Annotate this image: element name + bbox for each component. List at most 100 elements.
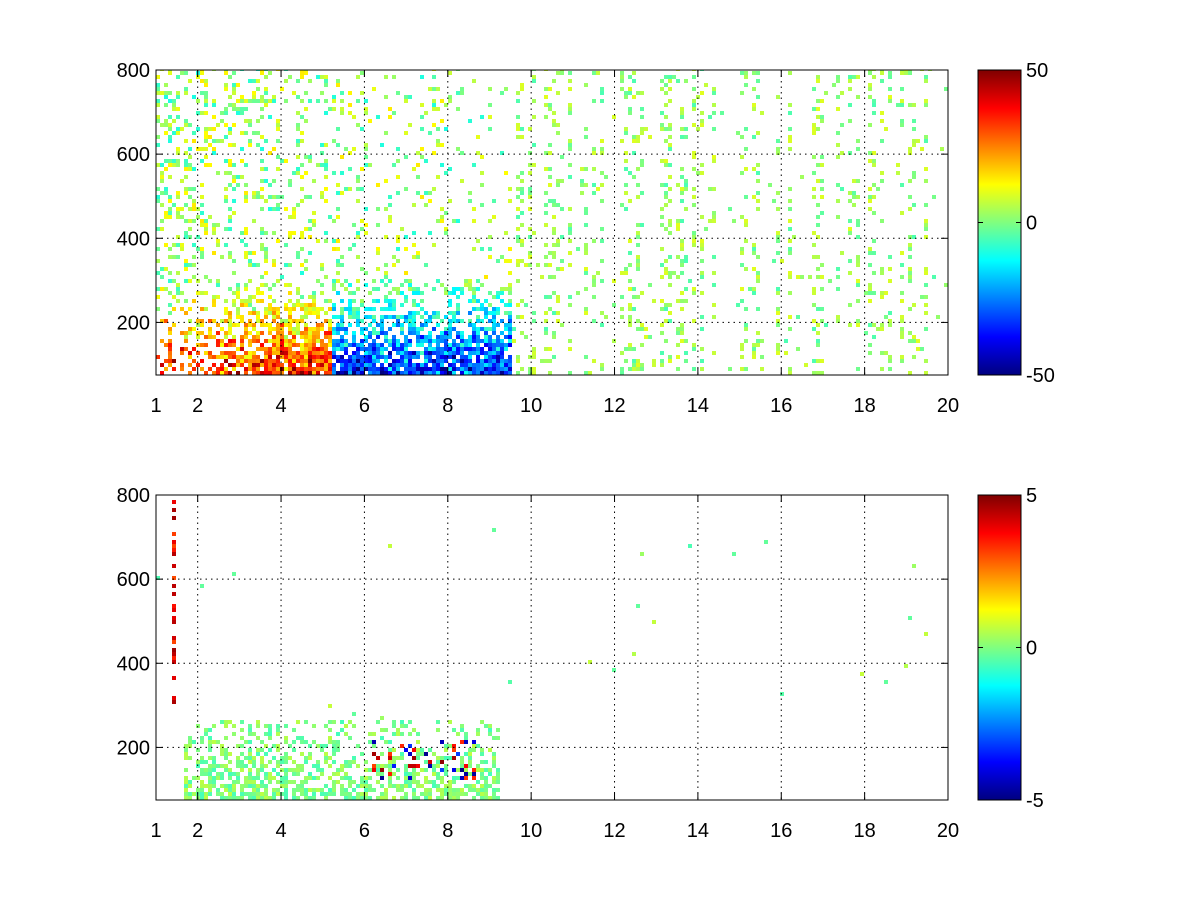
heatmap-cell — [668, 319, 672, 323]
heatmap-cell — [204, 772, 208, 776]
heatmap-cell — [680, 307, 684, 311]
heatmap-cell — [500, 347, 504, 351]
heatmap-cell — [912, 127, 916, 131]
heatmap-cell — [156, 247, 160, 251]
heatmap-cell — [224, 311, 228, 315]
heatmap-cell — [820, 211, 824, 215]
heatmap-cell — [244, 351, 248, 355]
heatmap-cell — [248, 363, 252, 367]
heatmap-cell — [392, 335, 396, 339]
heatmap-cell — [256, 319, 260, 323]
heatmap-cell — [924, 99, 928, 103]
heatmap-cell — [388, 339, 392, 343]
heatmap-cell — [500, 363, 504, 367]
heatmap-cell — [264, 75, 268, 79]
heatmap-cell — [812, 131, 816, 135]
heatmap-cell — [548, 167, 552, 171]
heatmap-cell — [280, 784, 284, 788]
heatmap-cell — [484, 724, 488, 728]
heatmap-cell — [184, 219, 188, 223]
heatmap-cell — [396, 339, 400, 343]
heatmap-cell — [204, 131, 208, 135]
heatmap-cell — [444, 287, 448, 291]
heatmap-cell — [408, 780, 412, 784]
heatmap-cell — [900, 275, 904, 279]
heatmap-cell — [900, 103, 904, 107]
heatmap-cell — [348, 359, 352, 363]
heatmap-cell — [868, 159, 872, 163]
heatmap-cell — [472, 163, 476, 167]
heatmap-cell — [196, 776, 200, 780]
heatmap-cell — [592, 71, 596, 75]
heatmap-cell — [448, 720, 452, 724]
heatmap-cell — [636, 263, 640, 267]
heatmap-cell — [880, 327, 884, 331]
heatmap-cell — [416, 363, 420, 367]
heatmap-cell — [568, 139, 572, 143]
heatmap-cell — [184, 267, 188, 271]
heatmap-cell — [244, 99, 248, 103]
heatmap-cell — [228, 95, 232, 99]
heatmap-cell — [464, 279, 468, 283]
heatmap-cell — [908, 151, 912, 155]
heatmap-cell — [880, 291, 884, 295]
heatmap-cell — [332, 279, 336, 283]
heatmap-cell — [244, 331, 248, 335]
heatmap-cell — [276, 363, 280, 367]
heatmap-cell — [172, 103, 176, 107]
heatmap-cell — [264, 91, 268, 95]
heatmap-cell — [700, 247, 704, 251]
heatmap-cell — [364, 231, 368, 235]
heatmap-cell — [352, 291, 356, 295]
heatmap-cell — [304, 359, 308, 363]
heatmap-cell — [184, 91, 188, 95]
heatmap-cell — [476, 355, 480, 359]
heatmap-cell — [752, 103, 756, 107]
heatmap-cell — [516, 91, 520, 95]
heatmap-cell — [184, 123, 188, 127]
heatmap-cell — [464, 772, 468, 776]
plot-area-2 — [156, 495, 948, 800]
heatmap-cell — [328, 327, 332, 331]
heatmap-cell — [788, 367, 792, 371]
heatmap-cell — [592, 167, 596, 171]
heatmap-cell — [904, 664, 908, 668]
heatmap-cell — [664, 91, 668, 95]
heatmap-cell — [308, 796, 312, 800]
heatmap-cell — [268, 295, 272, 299]
heatmap-cell — [192, 347, 196, 351]
heatmap-cell — [276, 367, 280, 371]
heatmap-cell — [384, 339, 388, 343]
heatmap-cell — [184, 335, 188, 339]
heatmap-cell — [356, 371, 360, 375]
heatmap-cell — [380, 315, 384, 319]
heatmap-cell — [880, 367, 884, 371]
heatmap-cell — [476, 319, 480, 323]
heatmap-cell — [184, 191, 188, 195]
heatmap-cell — [396, 175, 400, 179]
heatmap-cell — [300, 75, 304, 79]
heatmap-cell — [908, 267, 912, 271]
heatmap-cell — [504, 287, 508, 291]
heatmap-cell — [432, 75, 436, 79]
heatmap-cell — [172, 544, 176, 548]
heatmap-cell — [364, 347, 368, 351]
heatmap-cell — [404, 235, 408, 239]
heatmap-cell — [456, 752, 460, 756]
heatmap-cell — [188, 167, 192, 171]
heatmap-cell — [228, 768, 232, 772]
heatmap-cell — [380, 343, 384, 347]
heatmap-cell — [424, 788, 428, 792]
heatmap-cell — [824, 91, 828, 95]
heatmap-cell — [188, 796, 192, 800]
heatmap-cell — [600, 91, 604, 95]
heatmap-cell — [272, 744, 276, 748]
heatmap-cell — [512, 327, 516, 331]
heatmap-cell — [428, 343, 432, 347]
heatmap-cell — [708, 219, 712, 223]
heatmap-cell — [352, 760, 356, 764]
heatmap-cell — [788, 247, 792, 251]
heatmap-cell — [812, 359, 816, 363]
heatmap-cell — [548, 151, 552, 155]
heatmap-cell — [544, 211, 548, 215]
